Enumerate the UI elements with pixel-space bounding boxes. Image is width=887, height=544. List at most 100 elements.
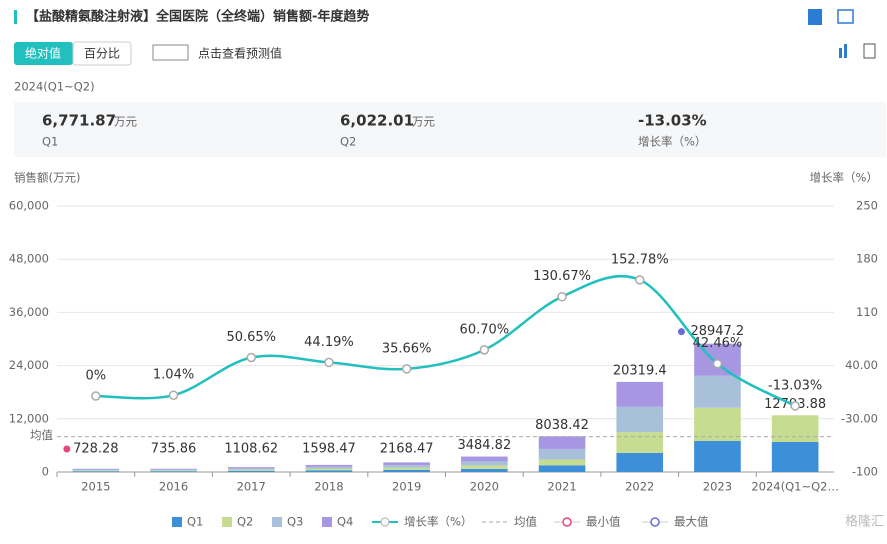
growth-label: 1.04%: [153, 368, 194, 383]
bar-icon[interactable]: [839, 48, 842, 58]
period: 2024(Q1~Q2): [14, 80, 95, 94]
legend-dot: [380, 517, 390, 527]
total-label: 28947.2: [690, 324, 744, 339]
growth-label: 35.66%: [382, 341, 432, 356]
y2-tick-label: 250: [856, 199, 878, 213]
bar-segment: [771, 441, 819, 472]
growth-label: 152.78%: [611, 252, 669, 267]
growth-label: 0%: [86, 369, 107, 384]
growth-label: 44.19%: [304, 335, 354, 350]
bar-segment: [538, 436, 586, 449]
bar-segment: [305, 466, 353, 469]
total-label: 728.28: [73, 442, 119, 457]
legend-label: Q3: [287, 515, 303, 529]
bar-segment: [72, 471, 120, 472]
bar-segment: [616, 432, 664, 453]
tab-label[interactable]: 绝对值: [25, 46, 61, 61]
growth-label: 50.65%: [226, 330, 276, 345]
total-label: 20319.4: [613, 363, 667, 378]
legend-swatch: [222, 517, 232, 527]
legend-max: [650, 517, 660, 527]
tab[interactable]: [72, 41, 132, 66]
bar-segment: [72, 469, 120, 471]
total-label: 735.86: [151, 442, 197, 457]
bar-segment: [150, 471, 197, 472]
toolbar-icons[interactable]: [808, 9, 876, 59]
y2-tick-label: 110: [856, 305, 878, 319]
legend-label: Q1: [187, 515, 203, 529]
stat-label: Q2: [340, 135, 356, 149]
growth-point: [712, 358, 723, 369]
legend-swatch: [322, 517, 332, 527]
growth-point: [324, 357, 334, 368]
average-label: 均值: [30, 428, 53, 442]
bar-segment: [383, 469, 430, 472]
image-icon[interactable]: [837, 9, 854, 24]
y2-tick-label: 180: [856, 252, 878, 266]
growth-label: 60.70%: [460, 322, 510, 337]
y-tick-label: 60,000: [9, 199, 49, 213]
bar-segment: [150, 468, 197, 470]
bar-segment: [538, 448, 586, 460]
forecast-swatch[interactable]: [152, 44, 189, 61]
bar-segment: [227, 470, 275, 472]
total-label: 1108.62: [224, 442, 278, 457]
excel-icon[interactable]: [808, 9, 822, 25]
bar-segment: [461, 468, 508, 472]
legend-label: Q4: [337, 515, 353, 529]
y2-tick-label: -100: [852, 465, 878, 479]
bar-segment: [305, 464, 353, 467]
bar-segment: [461, 461, 508, 466]
legend-swatch: [172, 517, 182, 527]
bar-segment: [538, 459, 586, 466]
y2-axis-title: 增长率（%）: [810, 171, 878, 185]
bar-segment: [461, 456, 508, 462]
growth-point: [246, 352, 256, 363]
stat-label: 增长率（%）: [638, 135, 706, 149]
bar-segment: [694, 440, 741, 472]
bar-segment: [694, 375, 741, 408]
growth-point: [401, 364, 412, 374]
bar-segment: [616, 381, 664, 407]
y-tick-label: 48,000: [9, 252, 49, 266]
x-tick-label: 2022: [625, 480, 654, 494]
legend-min: [562, 517, 572, 527]
growth-line: [95, 274, 796, 408]
bar-segment: [227, 469, 275, 471]
growth-point: [557, 291, 567, 302]
growth-label: 42.46%: [693, 336, 743, 351]
bar-segment: [383, 465, 430, 468]
tab-active[interactable]: [14, 42, 73, 65]
stat-value: 6,022.01: [340, 112, 414, 130]
stat-unit: 万元: [412, 115, 435, 129]
stat-unit: 万元: [114, 115, 137, 129]
bar-segment: [305, 468, 353, 471]
bar-segment: [616, 452, 664, 472]
bar-segment: [150, 470, 197, 472]
growth-point: [168, 390, 179, 400]
growth-point: [91, 391, 101, 401]
total-label: 3484.82: [457, 438, 511, 453]
bar-segment: [383, 467, 430, 470]
stat-value: 6,771.87: [42, 112, 116, 130]
legend-label: 均值: [514, 515, 537, 529]
stat-value: -13.03%: [638, 112, 707, 130]
bar-segment: [72, 470, 120, 472]
total-label: 1598.47: [302, 442, 356, 457]
legend-swatch: [272, 517, 282, 527]
bar-segment: [538, 465, 586, 472]
tab-label[interactable]: 百分比: [84, 47, 120, 61]
title-accent: [14, 10, 17, 24]
min-marker: [63, 445, 71, 453]
growth-point: [635, 275, 645, 285]
y-axis-title: 销售额(万元): [14, 171, 80, 185]
x-tick-label: 2021: [547, 480, 576, 494]
growth-label: -13.03%: [768, 378, 822, 393]
table-icon[interactable]: [863, 43, 876, 59]
bar-icon[interactable]: [844, 44, 847, 58]
forecast-toggle[interactable]: 点击查看预测值: [198, 46, 282, 61]
total-label: 8038.42: [535, 418, 589, 433]
bar-segment: [227, 468, 275, 470]
